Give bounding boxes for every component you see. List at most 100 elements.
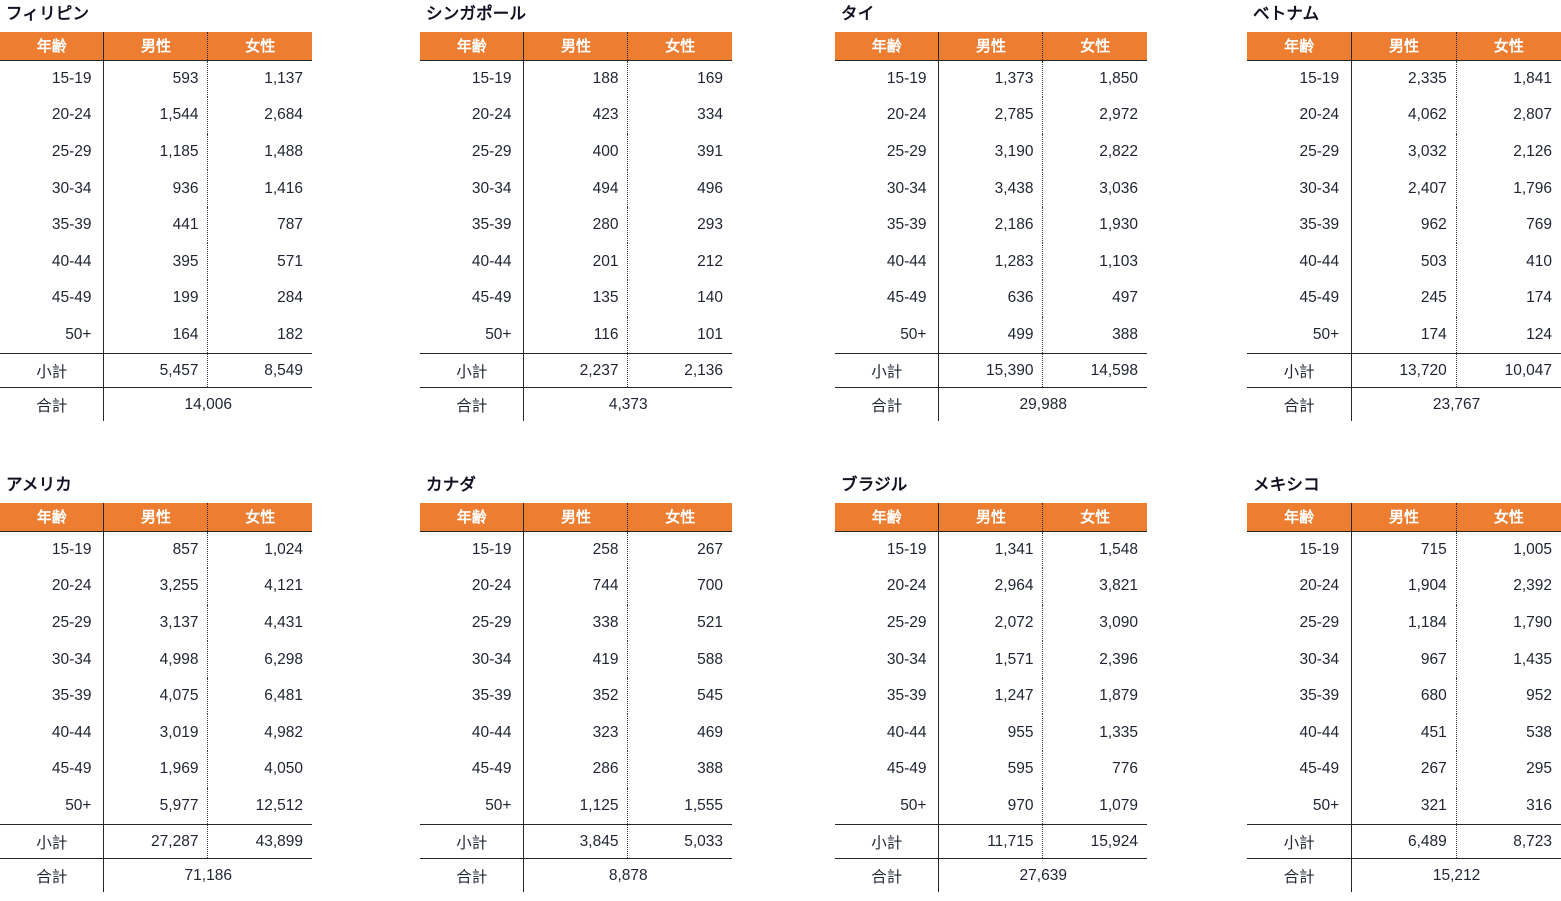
cell-age: 35-39 xyxy=(1247,206,1353,244)
subtotal-row: 小計 27,287 43,899 xyxy=(0,824,312,860)
cell-age: 45-49 xyxy=(420,751,525,788)
table-row: 15-19 857 1,024 xyxy=(0,531,312,569)
table-row: 35-39 1,247 1,879 xyxy=(835,677,1147,715)
cell-age: 40-44 xyxy=(1247,243,1353,281)
cell-female: 3,036 xyxy=(1099,179,1138,197)
total-value: 71,186 xyxy=(184,866,232,884)
subtotal-label: 小計 xyxy=(1247,353,1353,389)
cell-age: 20-24 xyxy=(1247,97,1353,134)
subtotal-male: 3,845 xyxy=(523,824,629,860)
cell-male: 3,255 xyxy=(103,568,209,605)
table-row: 20-24 3,255 4,121 xyxy=(0,568,312,605)
column-header-age: 年齢 xyxy=(1247,502,1353,532)
row-gap xyxy=(732,425,835,471)
row-gap xyxy=(1147,425,1247,471)
cell-female: 1,103 xyxy=(1099,252,1138,270)
subtotal-male: 13,720 xyxy=(1351,353,1457,389)
cell-age: 50+ xyxy=(835,316,940,354)
cell-female: 2,126 xyxy=(1513,142,1552,160)
column-header-male: 男性 xyxy=(523,31,629,61)
column-header-female: 女性 xyxy=(1042,31,1147,61)
subtotal-row: 小計 6,489 8,723 xyxy=(1247,824,1561,860)
column-header-male: 男性 xyxy=(1351,31,1457,61)
cell-male: 936 xyxy=(103,170,209,207)
cell-female: 2,807 xyxy=(1513,106,1552,124)
table-row: 50+ 174 124 xyxy=(1247,316,1561,354)
cell-male: 441 xyxy=(103,206,209,244)
country-table: 年齢 男性 女性 15-19 258 267 20-24 744 700 25-29 33… xyxy=(420,502,732,893)
cell-female: 2,396 xyxy=(1099,650,1138,668)
cell-female: 469 xyxy=(697,723,723,741)
cell-male: 321 xyxy=(1351,787,1457,825)
cell-male: 1,184 xyxy=(1351,604,1457,642)
cell-male: 970 xyxy=(938,787,1044,825)
panel-title: フィリピン xyxy=(6,5,90,23)
total-row: 合計 29,988 xyxy=(835,387,1147,422)
cell-male: 1,185 xyxy=(103,133,209,171)
cell-male: 338 xyxy=(523,604,629,642)
cell-age: 45-49 xyxy=(1247,280,1353,317)
column-gap xyxy=(1147,471,1247,901)
row-gap xyxy=(1247,425,1561,471)
table-row: 40-44 323 469 xyxy=(420,714,732,752)
cell-female: 497 xyxy=(1112,289,1138,307)
subtotal-male: 2,237 xyxy=(523,353,629,389)
cell-male: 258 xyxy=(523,531,629,569)
table-row: 45-49 286 388 xyxy=(420,751,732,788)
table-row: 30-34 2,407 1,796 xyxy=(1247,170,1561,207)
cell-age: 45-49 xyxy=(1247,751,1353,788)
total-row: 合計 23,767 xyxy=(1247,387,1561,422)
table-row: 15-19 258 267 xyxy=(420,531,732,569)
table-row: 45-49 636 497 xyxy=(835,280,1147,317)
table-row: 50+ 499 388 xyxy=(835,316,1147,354)
total-label: 合計 xyxy=(420,858,525,893)
cell-female: 169 xyxy=(697,69,723,87)
total-label: 合計 xyxy=(835,387,940,422)
cell-male: 2,964 xyxy=(938,568,1044,605)
column-header-age: 年齢 xyxy=(0,31,105,61)
cell-male: 595 xyxy=(938,751,1044,788)
cell-age: 20-24 xyxy=(0,568,105,605)
cell-age: 50+ xyxy=(1247,787,1353,825)
cell-male: 174 xyxy=(1351,316,1457,354)
cell-female: 1,435 xyxy=(1513,650,1552,668)
table-row: 35-39 962 769 xyxy=(1247,206,1561,244)
cell-age: 20-24 xyxy=(835,97,940,134)
cell-female: 212 xyxy=(697,252,723,270)
cell-female: 284 xyxy=(277,289,303,307)
table-row: 40-44 395 571 xyxy=(0,243,312,281)
table-row: 50+ 970 1,079 xyxy=(835,787,1147,825)
table-row: 25-29 338 521 xyxy=(420,604,732,642)
cell-age: 25-29 xyxy=(420,604,525,642)
table-row: 20-24 4,062 2,807 xyxy=(1247,97,1561,134)
cell-male: 423 xyxy=(523,97,629,134)
table-row: 40-44 955 1,335 xyxy=(835,714,1147,752)
cell-age: 30-34 xyxy=(0,641,105,678)
table-row: 20-24 744 700 xyxy=(420,568,732,605)
country-table: 年齢 男性 女性 15-19 2,335 1,841 20-24 4,062 2,807… xyxy=(1247,31,1561,422)
subtotal-female: 15,924 xyxy=(1042,824,1147,860)
cell-female: 334 xyxy=(697,106,723,124)
cell-male: 1,904 xyxy=(1351,568,1457,605)
panel-title: ブラジル xyxy=(841,476,908,494)
cell-male: 636 xyxy=(938,280,1044,317)
cell-age: 40-44 xyxy=(1247,714,1353,752)
cell-male: 3,019 xyxy=(103,714,209,752)
cell-female: 538 xyxy=(1526,723,1552,741)
cell-age: 50+ xyxy=(0,787,105,825)
cell-female: 2,972 xyxy=(1099,106,1138,124)
total-label: 合計 xyxy=(1247,858,1353,893)
table-row: 45-49 1,969 4,050 xyxy=(0,751,312,788)
table-row: 20-24 2,785 2,972 xyxy=(835,97,1147,134)
table-row: 20-24 2,964 3,821 xyxy=(835,568,1147,605)
column-gap xyxy=(1147,0,1247,425)
total-label: 合計 xyxy=(0,387,105,422)
cell-male: 1,571 xyxy=(938,641,1044,678)
table-row: 25-29 400 391 xyxy=(420,133,732,171)
cell-female: 316 xyxy=(1526,796,1552,814)
subtotal-label: 小計 xyxy=(1247,824,1353,860)
table-row: 45-49 199 284 xyxy=(0,280,312,317)
cell-female: 1,930 xyxy=(1099,216,1138,234)
total-value: 23,767 xyxy=(1432,395,1481,413)
column-header-female: 女性 xyxy=(1456,502,1561,532)
